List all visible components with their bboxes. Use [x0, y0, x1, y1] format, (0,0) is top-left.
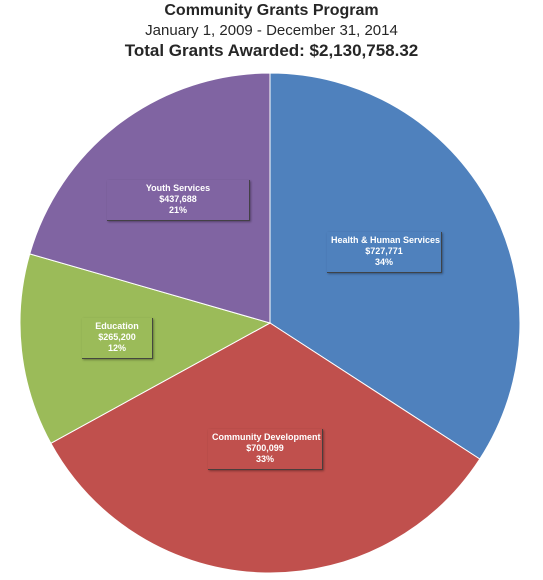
label-education: Education $265,200 12% [82, 318, 153, 359]
slice-value: $727,771 [365, 246, 403, 256]
slice-value: $265,200 [98, 332, 136, 342]
chart-title: Community Grants Program [164, 2, 379, 19]
slice-percent: 33% [255, 454, 274, 464]
chart-subtitle: January 1, 2009 - December 31, 2014 [145, 22, 398, 39]
slice-value: $437,688 [159, 194, 197, 204]
slice-name: Education [95, 321, 139, 331]
label-health-human-services: Health & Human Services $727,771 34% [327, 232, 442, 273]
slice-percent: 34% [374, 257, 393, 267]
total-grants: Total Grants Awarded: $2,130,758.32 [124, 41, 419, 60]
slice-name: Health & Human Services [331, 235, 441, 245]
slice-percent: 21% [168, 205, 187, 215]
label-community-development: Community Development $700,099 33% [208, 429, 323, 470]
slice-name: Community Development [212, 432, 321, 442]
slice-percent: 12% [107, 343, 126, 353]
slice-value: $700,099 [246, 443, 284, 453]
slice-name: Youth Services [145, 183, 211, 193]
label-youth-services: Youth Services $437,688 21% [107, 180, 250, 221]
